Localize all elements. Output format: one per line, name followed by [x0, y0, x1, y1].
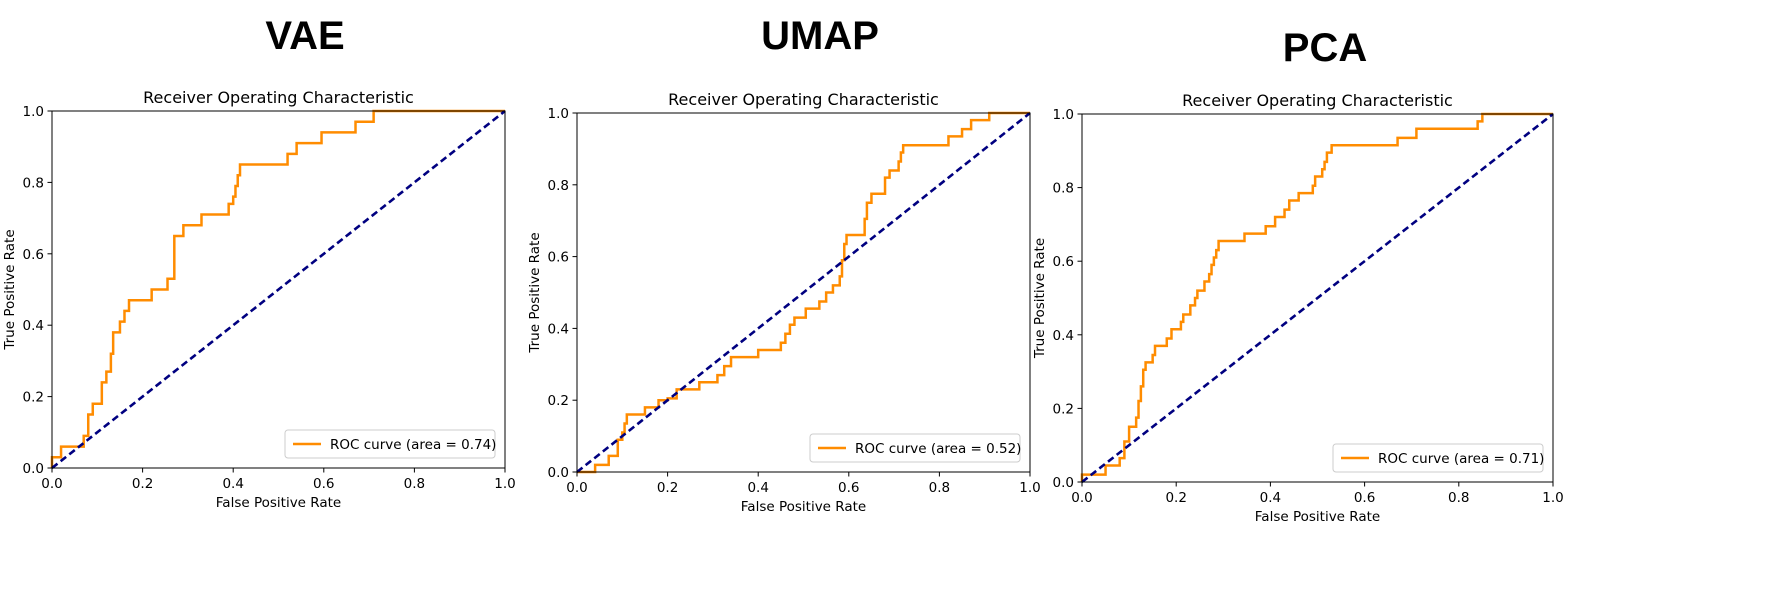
legend-box [284, 429, 496, 459]
x-tick-label: 0.2 [132, 476, 153, 492]
y-tick-label: 0.2 [23, 390, 44, 406]
y-axis-label: True Positive Rate [2, 229, 18, 350]
panel-title-pca: PCA [1282, 26, 1368, 70]
chart-title: Receiver Operating Characteristic [143, 88, 414, 107]
roc-curve-line [50, 109, 505, 468]
x-tick-label: 0.0 [41, 476, 62, 492]
y-tick-label: 0.8 [23, 175, 44, 191]
x-tick-label: 0.8 [404, 476, 425, 492]
x-axis-label: False Positive Rate [216, 495, 341, 511]
y-tick-label: 0.6 [23, 247, 44, 263]
panel-title-vae: VAE [265, 14, 345, 58]
legend: ROC curve (area = 0.74) [284, 429, 496, 459]
y-tick-label: 1.0 [23, 104, 44, 120]
legend-label: ROC curve (area = 0.74) [330, 437, 496, 453]
y-tick-label: 0.0 [23, 461, 44, 477]
axes-frame [51, 110, 506, 469]
x-tick-label: 0.6 [313, 476, 334, 492]
x-tick-label: 1.0 [494, 476, 515, 492]
y-tick-label: 0.4 [23, 318, 44, 334]
panel-title-umap: UMAP [761, 14, 879, 58]
x-tick-label: 0.4 [222, 476, 243, 492]
chance-diagonal-line [51, 109, 506, 470]
